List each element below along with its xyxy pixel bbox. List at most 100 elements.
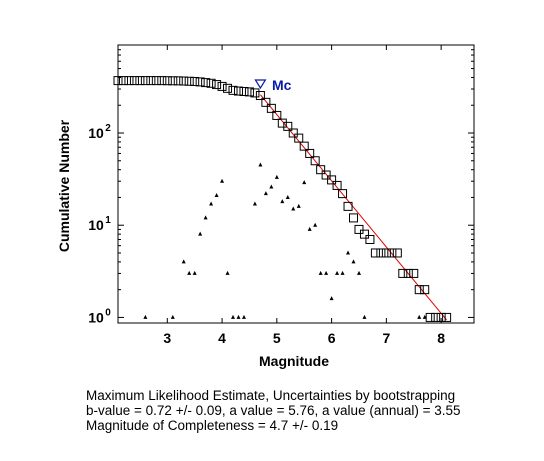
cumulative-point <box>228 85 238 95</box>
cumulative-point <box>261 97 271 107</box>
non-cumulative-point <box>252 201 257 206</box>
cumulative-point <box>387 248 397 258</box>
non-cumulative-point <box>329 296 334 301</box>
cumulative-point <box>316 165 326 175</box>
x-tick-label: 5 <box>273 330 281 346</box>
y-tick-exponent: 1 <box>105 215 111 226</box>
non-cumulative-point <box>302 180 307 185</box>
fit-line <box>260 94 448 321</box>
non-cumulative-point <box>143 314 148 319</box>
cumulative-point <box>376 248 386 258</box>
non-cumulative-point <box>274 174 279 179</box>
cumulative-point <box>365 234 375 244</box>
cumulative-point <box>442 312 452 322</box>
cumulative-point <box>201 78 211 88</box>
cumulative-point <box>162 76 172 86</box>
non-cumulative-point <box>209 201 214 206</box>
cumulative-point <box>223 83 233 93</box>
x-tick-label: 8 <box>437 330 445 346</box>
cumulative-point <box>140 76 150 86</box>
cumulative-point <box>266 103 276 113</box>
cumulative-point <box>233 86 243 96</box>
non-cumulative-point <box>269 184 274 189</box>
cumulative-point <box>283 121 293 131</box>
cumulative-point <box>173 76 183 86</box>
non-cumulative-point <box>318 270 323 275</box>
non-cumulative-point <box>285 194 290 199</box>
non-cumulative-point <box>241 314 246 319</box>
plot-area <box>117 44 475 324</box>
cumulative-point <box>129 76 139 86</box>
non-cumulative-point <box>291 206 296 211</box>
non-cumulative-point <box>335 270 340 275</box>
cumulative-point <box>327 175 337 185</box>
x-tick-label: 7 <box>382 330 390 346</box>
non-cumulative-point <box>203 215 208 220</box>
non-cumulative-point <box>192 270 197 275</box>
plot-border <box>117 44 475 324</box>
x-axis-ticks: 3 4 5 6 7 8 <box>163 45 445 346</box>
cumulative-point <box>288 128 298 138</box>
cumulative-point <box>113 76 123 86</box>
non-cumulative-point <box>307 226 312 231</box>
non-cumulative-point <box>346 250 351 255</box>
cumulative-point <box>184 76 194 86</box>
cumulative-point <box>195 77 205 87</box>
caption-line-completeness: Magnitude of Completeness = 4.7 +/- 0.19 <box>86 418 339 433</box>
cumulative-point <box>239 86 249 96</box>
non-cumulative-point <box>236 314 241 319</box>
cumulative-point <box>217 81 227 91</box>
cumulative-point <box>414 285 424 295</box>
cumulative-point <box>146 76 156 86</box>
non-cumulative-point <box>258 162 263 167</box>
y-axis-label: Cumulative Number <box>56 119 72 252</box>
y-tick-exponent: 0 <box>105 307 111 318</box>
results-caption: Maximum Likelihood Estimate, Uncertainti… <box>86 388 461 433</box>
cumulative-point <box>359 229 369 239</box>
cumulative-point <box>343 201 353 211</box>
non-cumulative-point <box>231 314 236 319</box>
cumulative-point <box>124 76 134 86</box>
cumulative-point <box>332 180 342 190</box>
non-cumulative-point <box>324 270 329 275</box>
non-cumulative-point <box>214 192 219 197</box>
cumulative-point <box>425 312 435 322</box>
cumulative-point <box>135 76 145 86</box>
cumulative-point <box>277 118 287 128</box>
cumulative-point <box>321 170 331 180</box>
non-cumulative-point <box>187 270 192 275</box>
cumulative-point <box>212 80 222 90</box>
cumulative-point <box>354 224 364 234</box>
non-cumulative-point <box>356 270 361 275</box>
cumulative-point <box>168 76 178 86</box>
non-cumulative-point <box>220 178 225 183</box>
cumulative-point <box>151 76 161 86</box>
cumulative-point <box>381 248 391 258</box>
cumulative-point <box>403 268 413 278</box>
mc-marker-icon <box>254 79 267 90</box>
cumulative-point <box>206 78 216 88</box>
cumulative-point <box>409 268 419 278</box>
non-cumulative-point <box>181 259 186 264</box>
caption-line-estimate: Maximum Likelihood Estimate, Uncertainti… <box>86 388 456 403</box>
cumulative-series <box>113 76 452 322</box>
cumulative-point <box>392 248 402 258</box>
cumulative-point <box>310 156 320 166</box>
non-cumulative-point <box>422 314 427 319</box>
non-cumulative-point <box>225 270 230 275</box>
y-tick-label: 10 <box>88 309 104 325</box>
non-cumulative-point <box>198 231 203 236</box>
non-cumulative-point <box>296 203 301 208</box>
cumulative-point <box>398 268 408 278</box>
x-axis-label: Magnitude <box>259 353 329 369</box>
y-tick-exponent: 2 <box>105 123 111 134</box>
y-tick-label: 10 <box>88 125 104 141</box>
cumulative-point <box>190 76 200 86</box>
mc-label: Mc <box>272 77 292 93</box>
cumulative-point <box>305 148 315 158</box>
caption-line-bvalue: b-value = 0.72 +/- 0.09, a value = 5.76,… <box>86 403 461 418</box>
non-cumulative-point <box>417 314 422 319</box>
cumulative-point <box>157 76 167 86</box>
